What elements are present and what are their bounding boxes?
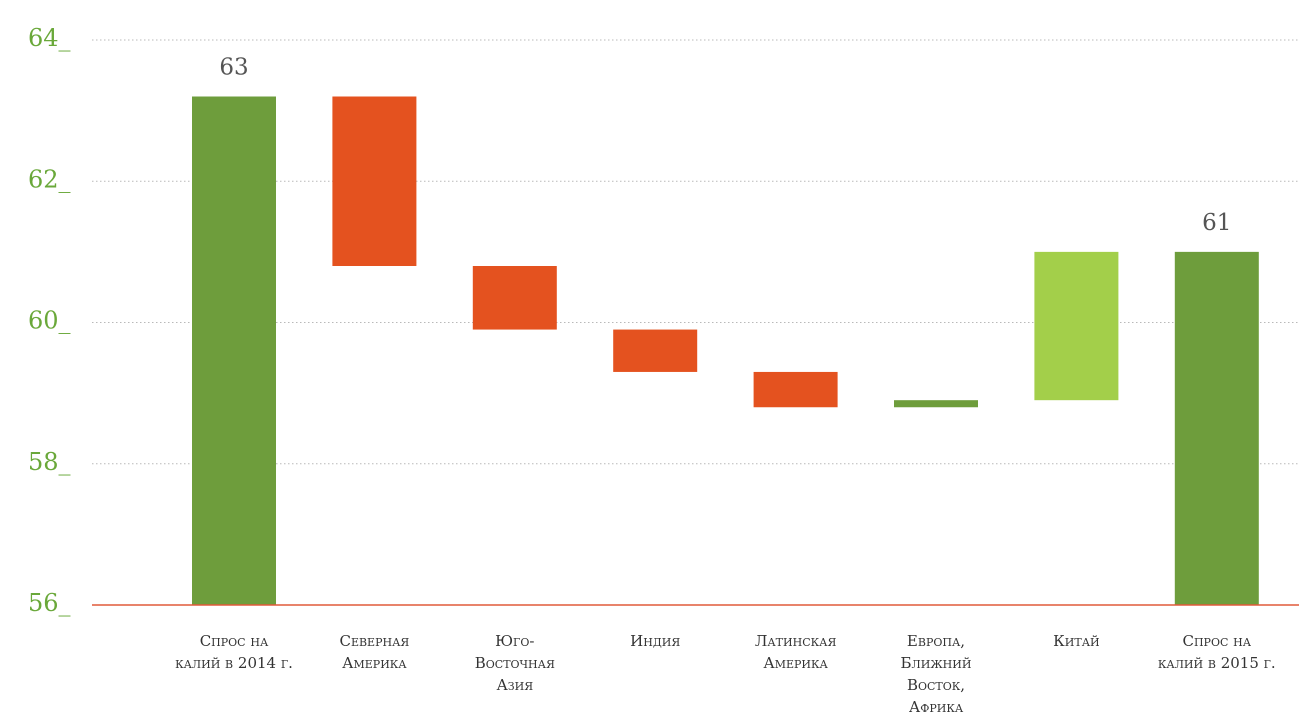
data-label: 61 (1202, 210, 1231, 236)
category-label-line: калий в 2015 г. (1158, 654, 1276, 672)
category-label-line: Восточная (475, 654, 555, 672)
y-tick-label: 64_ (28, 24, 71, 52)
bar-decrease (613, 329, 698, 372)
bar-small_increase (894, 400, 978, 408)
category-label: Северная Америка (339, 632, 409, 672)
gridlines (92, 39, 1299, 465)
category-label-line: Спрос на (1182, 632, 1251, 650)
category-label-line: Китай (1053, 632, 1099, 650)
y-axis-ticks: 56_ 58_ 60_ 62_ 64_ (28, 24, 71, 617)
category-label: Спрос на калий в 2015 г. (1158, 632, 1276, 672)
category-label: Индия (630, 632, 680, 650)
y-tick-label: 62_ (28, 165, 71, 193)
bars (192, 96, 1259, 605)
category-label-line: Америка (342, 654, 407, 672)
y-tick-label: 56_ (28, 589, 71, 617)
category-label-line: Европа, (907, 632, 965, 650)
bar-total (192, 96, 276, 605)
category-label-line: Африка (909, 698, 964, 716)
category-label-line: Восток, (907, 676, 965, 694)
category-label-line: Индия (630, 632, 680, 650)
category-label: Юго- Восточная Азия (475, 632, 555, 694)
y-tick-label: 58_ (28, 448, 71, 476)
data-label: 63 (219, 55, 248, 81)
bar-decrease (472, 266, 557, 330)
category-label-line: Юго- (495, 632, 534, 650)
y-tick-label: 60_ (28, 307, 71, 335)
category-label: Спрос на калий в 2014 г. (175, 632, 293, 672)
category-label-line: Азия (496, 676, 533, 694)
category-label-line: Латинская (755, 632, 837, 650)
bar-total (1174, 251, 1259, 605)
category-label: Латинская Америка (755, 632, 837, 672)
bar-decrease (753, 371, 838, 408)
data-labels: 63 61 (219, 55, 1231, 236)
category-label-line: Ближний (901, 654, 972, 672)
category-label-line: Спрос на (200, 632, 269, 650)
category-label-line: Америка (763, 654, 828, 672)
bar-increase (1034, 251, 1119, 401)
bar-decrease (332, 96, 417, 266)
category-label: Европа, Ближний Восток, Африка (901, 632, 972, 716)
category-label-line: Северная (339, 632, 409, 650)
category-label: Китай (1053, 632, 1099, 650)
x-axis-labels: Спрос на калий в 2014 г. Северная Америка Юг… (175, 632, 1276, 716)
category-label-line: калий в 2014 г. (175, 654, 293, 672)
